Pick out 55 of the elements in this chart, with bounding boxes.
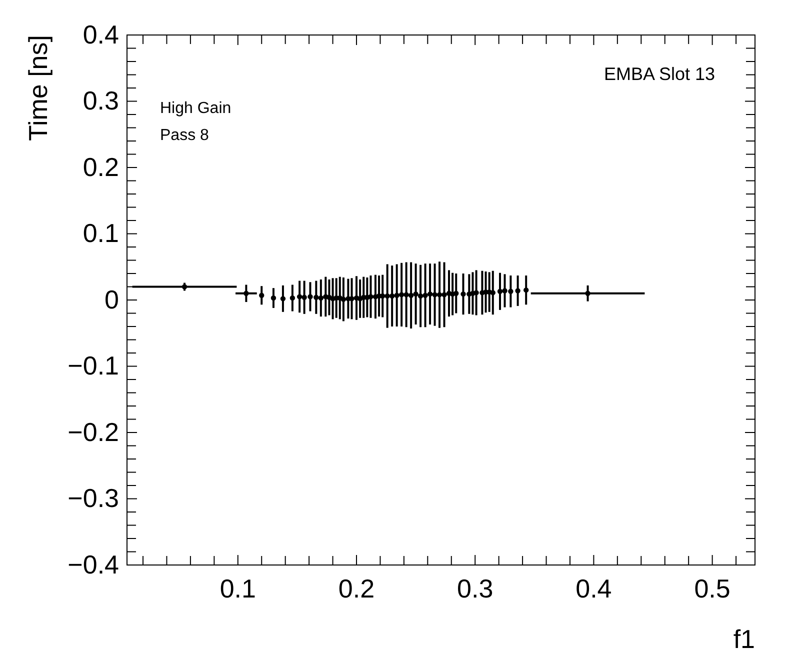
point	[259, 292, 264, 298]
point	[308, 294, 313, 300]
point	[585, 290, 590, 296]
x-tick-label: 0.1	[220, 573, 256, 604]
point	[432, 292, 438, 298]
x-tick-label: 0.2	[338, 573, 375, 604]
x-tick-label: 0.4	[576, 573, 612, 604]
point	[296, 294, 302, 300]
point	[302, 294, 307, 300]
y-tick-label: 0	[104, 284, 119, 314]
point	[318, 295, 324, 301]
annotation: EMBA Slot 13	[604, 64, 715, 84]
x-axis-title: f1	[733, 624, 755, 654]
point	[340, 296, 346, 302]
point	[515, 288, 520, 294]
point	[418, 293, 424, 299]
point	[427, 291, 433, 297]
point	[349, 296, 354, 302]
y-axis-title: Time [ns]	[23, 35, 53, 141]
point	[408, 292, 414, 298]
point	[398, 292, 404, 298]
point	[314, 294, 319, 300]
point	[436, 292, 442, 298]
point	[389, 293, 395, 299]
y-tick-label: −0.2	[68, 416, 119, 447]
point	[508, 288, 514, 294]
point	[404, 292, 409, 298]
point	[290, 295, 296, 301]
point	[368, 294, 374, 300]
y-tick-label: 0.2	[82, 152, 119, 182]
point	[413, 291, 418, 297]
point	[523, 287, 529, 293]
point	[244, 290, 249, 296]
y-tick-label: 0.3	[82, 86, 119, 116]
point	[454, 290, 459, 296]
point	[280, 296, 286, 302]
point	[394, 292, 400, 298]
point	[474, 290, 479, 296]
y-tick-label: −0.4	[68, 549, 119, 580]
annotation: Pass 8	[160, 127, 210, 144]
point	[490, 290, 496, 296]
point	[442, 292, 447, 298]
annotation: High Gain	[160, 100, 232, 117]
point	[270, 295, 276, 301]
point	[422, 292, 428, 298]
point	[502, 288, 508, 294]
x-tick-label: 0.5	[694, 573, 730, 604]
x-tick-label: 0.3	[457, 573, 494, 604]
point	[497, 288, 503, 294]
y-tick-label: 0.1	[82, 218, 119, 248]
point	[384, 293, 390, 299]
point	[460, 291, 466, 297]
y-tick-label: 0.4	[82, 19, 119, 50]
y-tick-label: −0.1	[68, 350, 119, 381]
y-tick-label: −0.3	[68, 483, 119, 514]
